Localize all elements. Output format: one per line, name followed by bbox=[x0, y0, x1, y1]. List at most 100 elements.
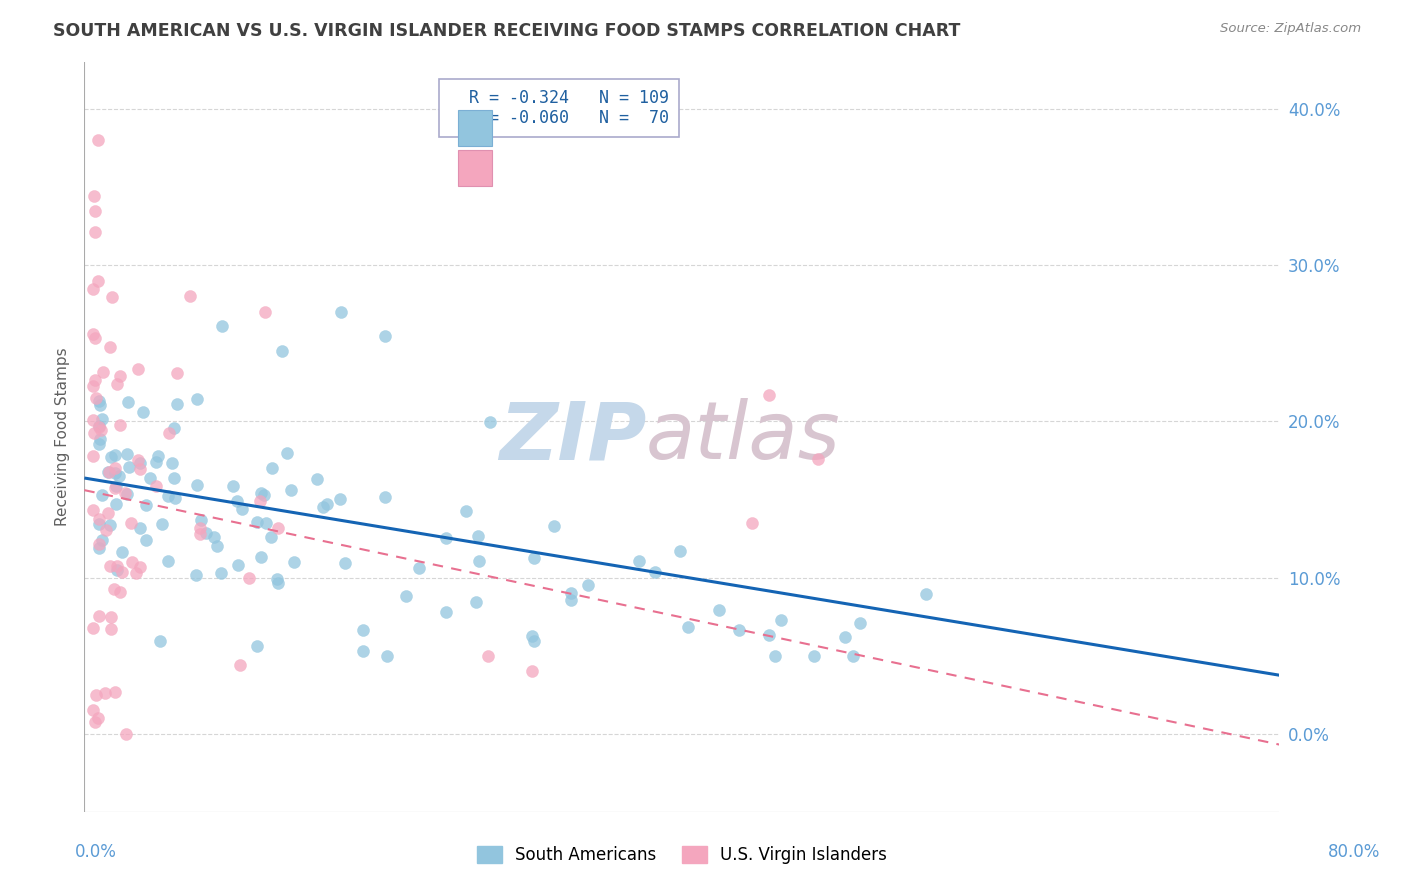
Point bbox=[89, 398, 111, 412]
Point bbox=[267, 575, 290, 590]
Point bbox=[250, 486, 273, 500]
Point bbox=[576, 577, 599, 591]
Point bbox=[93, 686, 115, 700]
Point bbox=[97, 465, 120, 479]
Point bbox=[188, 527, 211, 541]
Point bbox=[87, 541, 110, 555]
Point bbox=[110, 545, 132, 559]
Point bbox=[100, 290, 122, 304]
Point bbox=[96, 523, 118, 537]
Point bbox=[523, 634, 546, 648]
Point bbox=[146, 449, 169, 463]
Point bbox=[107, 563, 129, 577]
Point bbox=[283, 555, 305, 569]
Point bbox=[115, 487, 138, 501]
Point bbox=[468, 554, 491, 568]
Point bbox=[543, 518, 565, 533]
Point bbox=[763, 648, 786, 663]
Point bbox=[89, 609, 111, 624]
Point bbox=[162, 471, 184, 485]
Text: atlas: atlas bbox=[647, 398, 841, 476]
Point bbox=[523, 551, 546, 566]
Point bbox=[456, 504, 478, 518]
Point bbox=[842, 648, 865, 663]
Point bbox=[560, 593, 582, 607]
Point bbox=[84, 688, 107, 702]
Point bbox=[280, 483, 302, 498]
Point bbox=[83, 425, 105, 440]
Point bbox=[86, 133, 108, 147]
Point bbox=[82, 413, 104, 427]
Point bbox=[117, 394, 139, 409]
Point bbox=[82, 449, 104, 463]
Point bbox=[135, 498, 157, 512]
Point bbox=[849, 615, 872, 630]
Point bbox=[86, 392, 108, 406]
Point bbox=[479, 415, 502, 429]
Point bbox=[105, 376, 128, 391]
Point bbox=[98, 465, 121, 479]
Bar bbox=[458, 150, 492, 186]
Point bbox=[86, 274, 108, 288]
Point bbox=[108, 418, 131, 433]
Point bbox=[82, 282, 104, 296]
Point bbox=[91, 366, 114, 380]
Bar bbox=[458, 110, 492, 145]
Point bbox=[315, 497, 337, 511]
Point bbox=[186, 477, 208, 491]
Point bbox=[104, 448, 127, 462]
Point bbox=[250, 549, 273, 564]
Point bbox=[87, 419, 110, 434]
Point bbox=[117, 447, 139, 461]
Legend: South Americans, U.S. Virgin Islanders: South Americans, U.S. Virgin Islanders bbox=[471, 839, 893, 871]
Point bbox=[108, 368, 131, 383]
Point bbox=[87, 419, 110, 434]
Point bbox=[307, 473, 329, 487]
Point bbox=[262, 461, 284, 475]
Point bbox=[104, 684, 127, 698]
Point bbox=[253, 488, 276, 502]
Point bbox=[758, 627, 780, 641]
Point bbox=[105, 558, 128, 573]
Point bbox=[120, 516, 142, 531]
Point bbox=[834, 630, 856, 644]
Point bbox=[467, 529, 489, 543]
Point bbox=[84, 373, 107, 387]
Point bbox=[145, 479, 167, 493]
Point bbox=[395, 589, 418, 603]
Point bbox=[628, 553, 651, 567]
Point bbox=[166, 397, 188, 411]
Point bbox=[127, 361, 149, 376]
Point bbox=[312, 500, 335, 514]
Point bbox=[111, 566, 134, 580]
Point bbox=[100, 450, 122, 464]
Point bbox=[163, 491, 186, 506]
Point bbox=[82, 379, 104, 393]
Point bbox=[254, 516, 277, 530]
Point bbox=[132, 405, 155, 419]
Point bbox=[87, 393, 110, 408]
Point bbox=[238, 570, 260, 584]
Point bbox=[145, 455, 167, 469]
Point bbox=[115, 726, 138, 740]
Point bbox=[98, 558, 121, 573]
Point bbox=[560, 586, 582, 600]
Point bbox=[114, 486, 136, 500]
Point bbox=[179, 289, 201, 303]
Point bbox=[87, 437, 110, 451]
Point bbox=[266, 521, 288, 535]
Point bbox=[276, 446, 298, 460]
Point bbox=[90, 411, 112, 425]
Point bbox=[249, 494, 271, 508]
Text: SOUTH AMERICAN VS U.S. VIRGIN ISLANDER RECEIVING FOOD STAMPS CORRELATION CHART: SOUTH AMERICAN VS U.S. VIRGIN ISLANDER R… bbox=[53, 22, 960, 40]
Point bbox=[374, 490, 396, 504]
Point bbox=[139, 471, 162, 485]
Point bbox=[204, 530, 226, 544]
Point bbox=[352, 623, 374, 637]
Point bbox=[166, 366, 188, 380]
Point bbox=[87, 517, 110, 532]
Point bbox=[91, 488, 114, 502]
Point bbox=[160, 456, 183, 470]
Text: ZIP: ZIP bbox=[499, 398, 647, 476]
Point bbox=[520, 664, 543, 679]
